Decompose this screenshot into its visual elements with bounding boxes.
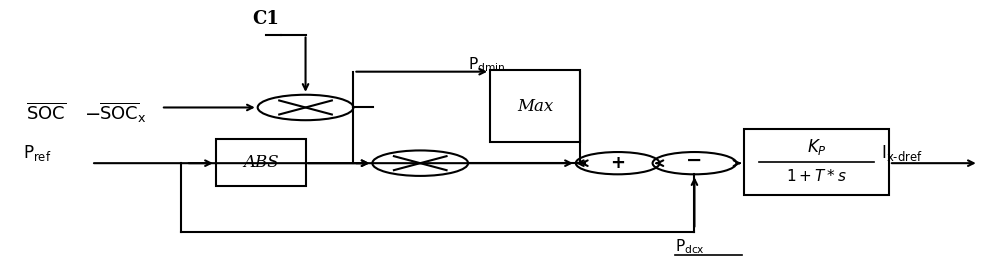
- Text: $K_P$: $K_P$: [807, 137, 827, 157]
- Text: −: −: [686, 151, 703, 170]
- Bar: [744, 129, 889, 195]
- Text: $\overline{\mathrm{SOC}}$: $\overline{\mathrm{SOC}}$: [26, 102, 66, 123]
- Bar: [216, 139, 306, 186]
- Text: $\mathrm{P}_{\mathrm{ref}}$: $\mathrm{P}_{\mathrm{ref}}$: [23, 143, 52, 163]
- Text: Max: Max: [517, 98, 553, 115]
- Bar: [490, 70, 580, 142]
- Text: $\mathrm{I}_{\mathrm{x\text{-}dref}}$: $\mathrm{I}_{\mathrm{x\text{-}dref}}$: [881, 143, 923, 163]
- Text: $-$: $-$: [84, 103, 100, 122]
- Text: $\mathrm{P}_{\mathrm{dcx}}$: $\mathrm{P}_{\mathrm{dcx}}$: [675, 237, 704, 256]
- Text: ABS: ABS: [243, 154, 278, 171]
- Text: $1+T*s$: $1+T*s$: [786, 168, 847, 184]
- Text: +: +: [610, 154, 625, 172]
- Text: $\overline{\mathrm{SOC}}_{\mathrm{x}}$: $\overline{\mathrm{SOC}}_{\mathrm{x}}$: [99, 100, 147, 125]
- Text: C1: C1: [252, 10, 279, 28]
- Text: $\mathrm{P}_{\mathrm{dmin}}$: $\mathrm{P}_{\mathrm{dmin}}$: [468, 56, 505, 75]
